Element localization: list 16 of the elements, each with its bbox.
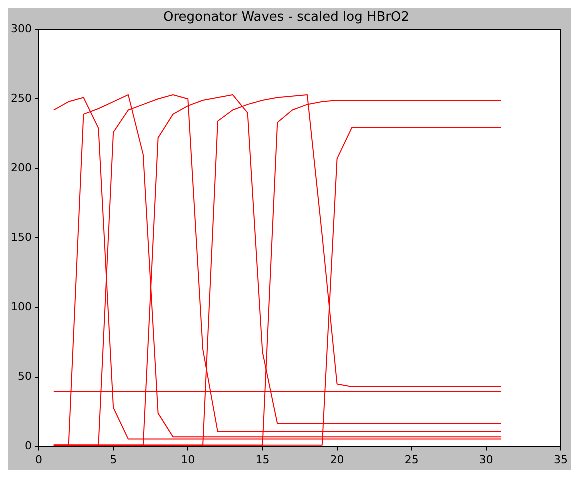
- y-tick-label: 300: [10, 22, 32, 36]
- x-tick-label: 20: [330, 453, 344, 466]
- x-tick-label: 30: [479, 453, 494, 466]
- x-tick-label: 0: [35, 453, 42, 466]
- chart-title: Oregonator Waves - scaled log HBrO2: [163, 10, 410, 26]
- x-tick-label: 10: [181, 453, 196, 466]
- y-tick-label: 100: [10, 300, 32, 314]
- x-tick-label: 5: [110, 453, 118, 466]
- x-tick-label: 15: [256, 453, 270, 466]
- x-tick-label: 35: [554, 453, 568, 466]
- y-tick-label: 150: [10, 231, 32, 244]
- x-tick-label: 25: [404, 453, 419, 466]
- y-tick-label: 50: [18, 370, 32, 384]
- y-tick-label: 200: [10, 162, 32, 175]
- y-tick-label: 250: [10, 92, 32, 105]
- y-tick-label: 0: [24, 440, 32, 453]
